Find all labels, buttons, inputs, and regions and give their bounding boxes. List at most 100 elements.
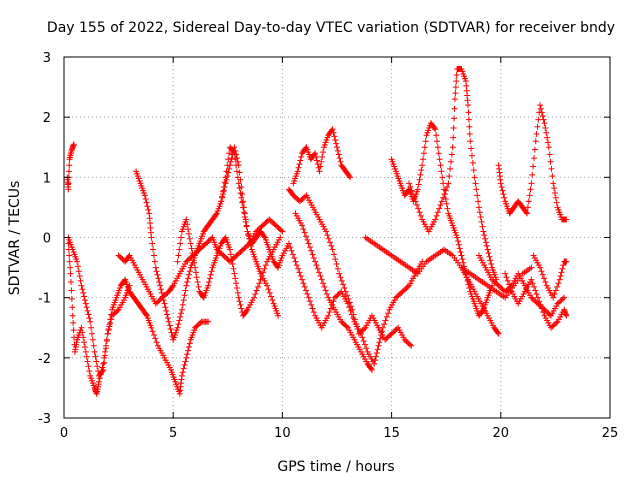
data-points — [64, 66, 570, 397]
data-point — [485, 250, 492, 257]
data-point — [312, 150, 319, 157]
data-point — [278, 227, 285, 234]
data-point — [407, 183, 414, 190]
data-point — [434, 138, 441, 145]
data-point — [321, 283, 328, 290]
data-point — [183, 282, 190, 289]
axis-ticks: 0 5 10 15 20 25 -3 -2 -1 0 1 2 3 — [38, 51, 618, 441]
data-point — [457, 248, 464, 255]
data-point — [504, 277, 511, 284]
data-point — [188, 245, 195, 252]
data-point — [268, 293, 275, 300]
data-point — [74, 258, 81, 265]
data-point — [440, 194, 447, 201]
data-point — [346, 173, 353, 180]
data-point — [229, 260, 236, 267]
data-point — [230, 265, 237, 272]
data-point — [527, 186, 534, 193]
data-point — [219, 194, 226, 201]
data-point — [482, 235, 489, 242]
data-point — [224, 173, 231, 180]
data-point — [309, 305, 316, 312]
data-point — [300, 226, 307, 233]
data-point — [533, 291, 540, 298]
data-point — [363, 345, 370, 352]
data-point — [468, 152, 475, 159]
chart-title: Day 155 of 2022, Sidereal Day-to-day VTE… — [47, 20, 615, 36]
data-point — [480, 228, 487, 235]
data-point — [374, 346, 381, 353]
data-point — [182, 358, 189, 365]
data-point — [175, 252, 182, 259]
data-point — [313, 153, 320, 160]
data-point — [252, 291, 259, 298]
data-point — [448, 158, 455, 165]
data-point — [86, 315, 93, 322]
data-point — [323, 291, 330, 298]
data-point — [350, 311, 357, 318]
data-point — [529, 280, 536, 287]
series-arc-1 — [64, 141, 77, 193]
data-point — [313, 157, 320, 164]
data-point — [106, 321, 113, 328]
data-point — [241, 210, 248, 217]
data-point — [550, 180, 557, 187]
data-point — [434, 144, 441, 151]
data-point — [156, 279, 163, 286]
data-point — [155, 275, 162, 282]
data-point — [141, 192, 148, 199]
data-point — [474, 192, 481, 199]
data-point — [347, 303, 354, 310]
data-point — [186, 340, 193, 347]
data-point — [294, 168, 301, 175]
data-point — [470, 167, 477, 174]
data-point — [185, 226, 192, 233]
series-arc-14 — [458, 264, 502, 337]
data-point — [220, 187, 227, 194]
data-point — [213, 211, 220, 218]
data-point — [233, 285, 240, 292]
data-point — [543, 129, 550, 136]
data-point — [232, 147, 239, 154]
data-point — [66, 168, 73, 175]
data-point — [343, 323, 350, 330]
data-point — [175, 321, 182, 328]
data-point — [103, 337, 110, 344]
data-point — [149, 240, 156, 247]
data-point — [453, 72, 460, 79]
data-point — [345, 295, 352, 302]
data-point — [442, 187, 449, 194]
data-point — [235, 180, 242, 187]
data-point — [320, 280, 327, 287]
data-point — [458, 252, 465, 259]
data-point — [417, 212, 424, 219]
data-point — [530, 155, 537, 162]
data-point — [89, 336, 96, 343]
data-point — [233, 151, 240, 158]
data-point — [309, 251, 316, 258]
data-point — [325, 312, 332, 319]
data-point — [551, 189, 558, 196]
data-point — [437, 202, 444, 209]
data-point — [310, 309, 317, 316]
data-point — [332, 137, 339, 144]
data-point — [452, 90, 459, 97]
data-point — [529, 171, 536, 178]
data-point — [459, 256, 466, 263]
series-arc-9 — [285, 186, 415, 349]
data-point — [148, 324, 155, 331]
data-point — [331, 133, 338, 140]
data-point — [145, 206, 152, 213]
data-point — [66, 252, 73, 259]
data-point — [160, 297, 167, 304]
data-point — [372, 353, 379, 360]
data-point — [99, 368, 106, 375]
data-point — [88, 330, 95, 337]
data-point — [477, 214, 484, 221]
data-point — [445, 180, 452, 187]
data-point — [184, 279, 191, 286]
data-point — [100, 360, 107, 367]
data-point — [411, 194, 418, 201]
data-point — [353, 321, 360, 328]
data-point — [167, 325, 174, 332]
